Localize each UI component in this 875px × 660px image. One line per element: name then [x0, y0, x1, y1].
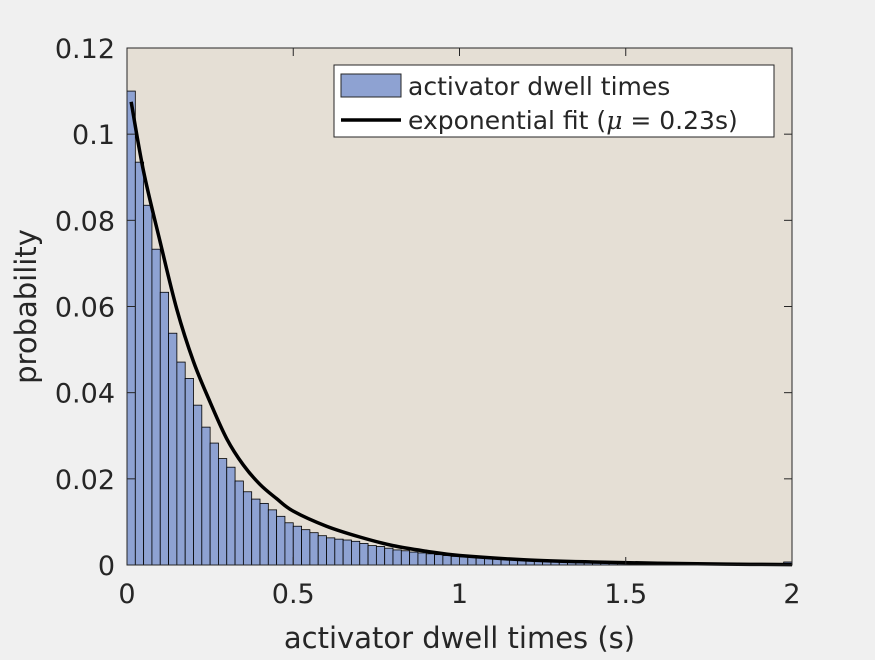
- x-tick-label: 2: [783, 579, 800, 610]
- x-tick-label: 1: [451, 579, 468, 610]
- histogram-bar: [392, 549, 402, 566]
- histogram-bar: [301, 529, 311, 566]
- histogram-bar: [409, 551, 419, 566]
- histogram-bar: [143, 204, 153, 566]
- x-axis-label: activator dwell times (s): [284, 621, 635, 655]
- legend-label-histogram: activator dwell times: [408, 72, 670, 101]
- histogram-bar: [126, 90, 136, 566]
- y-tick-label: 0.06: [55, 293, 115, 324]
- histogram-bar: [317, 535, 327, 566]
- histogram-bar: [417, 552, 427, 566]
- histogram-bar: [267, 509, 278, 566]
- histogram-bar: [184, 378, 194, 566]
- legend-fit-symbol: μ: [606, 106, 622, 135]
- histogram-bar: [251, 498, 261, 566]
- histogram-bar: [367, 545, 377, 566]
- histogram-bar: [168, 332, 178, 566]
- histogram-bar: [226, 466, 236, 566]
- histogram-bar: [425, 553, 435, 566]
- histogram-bar: [193, 404, 203, 566]
- exponential-fit-line: [129, 101, 793, 567]
- histogram-bar: [209, 442, 219, 566]
- y-tick-label: 0.04: [55, 379, 115, 410]
- histogram-bar: [384, 547, 394, 566]
- histogram-bar: [159, 291, 169, 566]
- x-tick-label: 1.5: [604, 579, 647, 610]
- histogram-bar: [400, 550, 411, 566]
- histogram-bar: [342, 539, 352, 566]
- legend-bar-swatch: [340, 73, 402, 98]
- legend-fit-prefix: exponential fit (: [408, 106, 606, 135]
- x-tick-label: 0: [118, 579, 135, 610]
- histogram-bar: [326, 537, 336, 566]
- legend-label-fit: exponential fit (μ = 0.23s): [408, 106, 738, 135]
- histogram-bar: [442, 555, 452, 566]
- histogram-bar: [292, 525, 302, 566]
- histogram-bar: [351, 540, 361, 566]
- histogram-bar: [242, 491, 253, 566]
- histogram-bar: [284, 522, 294, 566]
- histogram-bar: [434, 554, 444, 566]
- histogram-bar: [259, 502, 269, 566]
- histogram-bar: [234, 480, 244, 566]
- histogram-bar: [176, 361, 186, 566]
- histogram-bar: [450, 555, 460, 566]
- histogram-bar: [334, 538, 344, 566]
- x-tick-label: 0.5: [272, 579, 315, 610]
- histogram-bar: [201, 426, 211, 566]
- histogram-bar: [134, 161, 145, 566]
- histogram-bar: [276, 515, 286, 566]
- histogram-bar: [218, 458, 228, 566]
- y-tick-label: 0.02: [55, 465, 115, 496]
- legend: activator dwell times exponential fit (μ…: [333, 64, 775, 138]
- legend-box: [333, 64, 775, 138]
- axis-ticks: 0 0.5 1 1.5 2 0 0.02 0.04 0.06 0.08 0.1 0.12: [55, 34, 801, 610]
- y-tick-label: 0.08: [55, 206, 115, 237]
- histogram-bar: [459, 556, 469, 566]
- histogram-bar: [375, 546, 386, 566]
- y-tick-label: 0: [98, 551, 115, 582]
- histogram-bar: [359, 543, 369, 566]
- legend-fit-suffix: = 0.23s): [622, 106, 737, 135]
- histogram-bar: [151, 248, 161, 566]
- y-tick-label: 0.1: [72, 120, 115, 151]
- histogram-bar: [309, 532, 319, 566]
- y-tick-label: 0.12: [55, 34, 115, 65]
- y-axis-label: probability: [9, 229, 43, 384]
